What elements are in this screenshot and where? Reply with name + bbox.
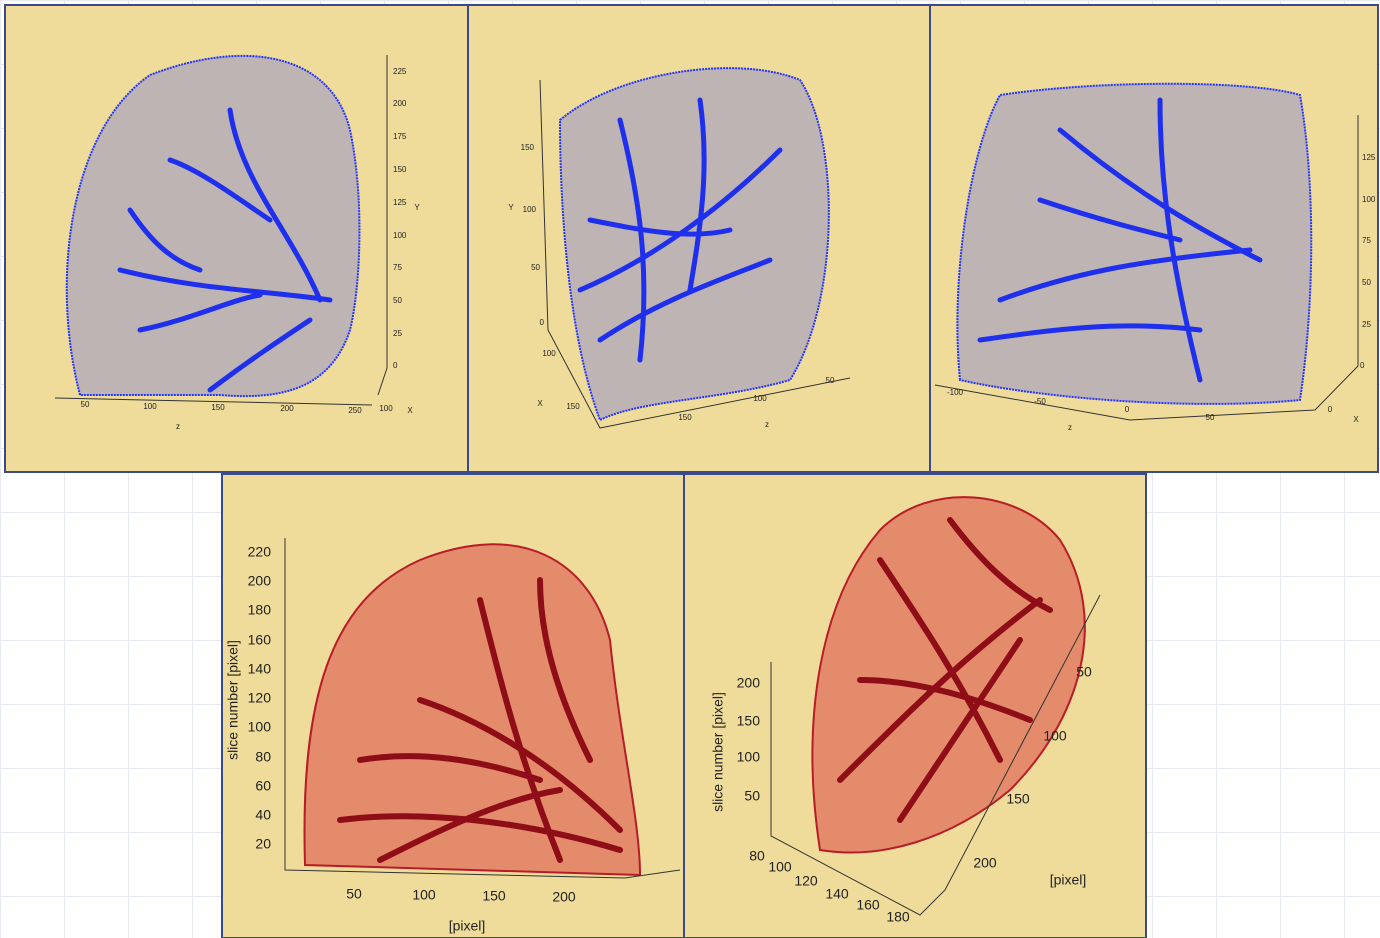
z-label: z [1068,423,1072,432]
x-tick: 180 [886,909,910,925]
y-tick: 75 [1362,236,1371,245]
y-tick: 200 [248,573,272,589]
figure: 2252001751501251007550250100501001502002… [0,0,1380,938]
z-tick: 100 [753,394,767,403]
x-tick: 0 [1328,405,1333,414]
y-tick: 0 [540,318,545,327]
y-tick: 50 [1362,278,1371,287]
y-tick: 200 [393,99,407,108]
x-tick: 150 [482,888,506,904]
z-tick: 200 [280,404,294,413]
z-tick: 0 [1125,405,1130,414]
x-tick: 100 [379,404,393,413]
x-tick: 150 [566,402,580,411]
x-tick: 160 [856,897,880,913]
x-tick: 140 [825,886,849,902]
z-tick: 250 [348,406,362,415]
x-tick: 100 [768,859,792,875]
y-tick: 140 [248,661,272,677]
x-tick: 100 [412,887,436,903]
z-tick: 50 [826,376,835,385]
y-tick: 100 [523,205,537,214]
y-tick: 20 [255,836,271,852]
y-tick: 60 [255,778,271,794]
z-tick: 100 [1043,728,1067,744]
y-tick: 100 [737,749,761,765]
z-tick: 200 [973,855,997,871]
y-tick: 75 [393,263,402,272]
y-tick: 120 [248,690,272,706]
z-tick: 150 [1006,791,1030,807]
x-tick: 120 [794,873,818,889]
z-label: z [176,422,180,431]
x-label: X [1353,415,1359,424]
y-tick: 100 [1362,195,1376,204]
y-tick: 100 [393,231,407,240]
y-tick: 200 [737,675,761,691]
x-label: X [407,406,413,415]
y-label: slice number [pixel] [225,640,241,760]
y-tick: 150 [393,165,407,174]
y-tick: 160 [248,632,272,648]
y-tick: 0 [393,361,398,370]
z-tick: 150 [211,403,225,412]
y-label: Y [508,203,514,212]
y-tick: 100 [248,719,272,735]
y-tick: 220 [248,544,272,560]
y-tick: 25 [393,329,402,338]
y-tick: 50 [531,263,540,272]
y-tick: 80 [255,749,271,765]
z-tick: 50 [81,400,90,409]
z-tick: 50 [1076,664,1092,680]
y-tick: 150 [521,143,535,152]
y-tick: 0 [1360,361,1365,370]
y-tick: 50 [393,296,402,305]
x-tick: 100 [542,349,556,358]
z-label: [pixel] [1050,872,1087,888]
z-tick: -100 [947,388,964,397]
y-label: slice number [pixel] [710,692,726,812]
x-tick: 50 [346,886,362,902]
z-tick: 100 [143,402,157,411]
z-label: z [765,420,769,429]
y-tick: 40 [255,807,271,823]
y-tick: 175 [393,132,407,141]
render-3 [935,84,1358,420]
y-tick: 125 [393,198,407,207]
y-tick: 25 [1362,320,1371,329]
y-tick: 50 [744,788,760,804]
x-tick: 200 [552,889,576,905]
x-label: [pixel] [449,918,486,934]
page: 2252001751501251007550250100501001502002… [0,0,1380,938]
z-tick: 50 [1206,413,1215,422]
y-tick: 150 [737,713,761,729]
x-label: X [537,399,543,408]
z-tick: -50 [1034,397,1046,406]
y-label: Y [414,203,420,212]
y-tick: 225 [393,67,407,76]
y-tick: 180 [248,602,272,618]
x-tick: 80 [749,848,765,864]
z-tick: 150 [678,413,692,422]
y-tick: 125 [1362,153,1376,162]
